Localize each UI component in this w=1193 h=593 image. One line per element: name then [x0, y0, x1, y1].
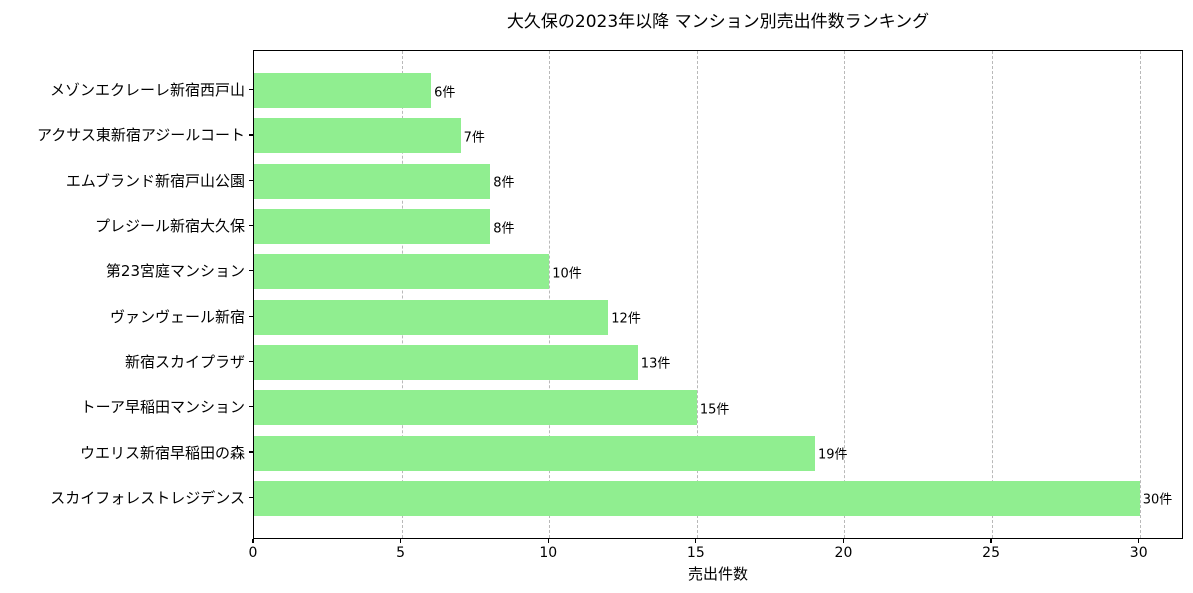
gridline	[1139, 51, 1141, 538]
bar	[254, 480, 1140, 516]
x-axis-tick-label: 20	[834, 545, 853, 561]
bar-value-label: 30件	[1142, 492, 1173, 508]
bar	[254, 73, 432, 109]
bar-value-label: 6件	[434, 85, 456, 101]
x-tick-mark	[547, 539, 549, 543]
bar	[254, 299, 609, 335]
y-axis-label: 第23宮庭マンション	[105, 262, 245, 281]
x-tick-mark	[842, 539, 845, 543]
y-axis-label: ウエリス新宿早稲田の森	[79, 443, 245, 462]
x-tick-mark	[1138, 539, 1140, 543]
y-axis-label: プレジール新宿大久保	[94, 217, 245, 236]
y-axis-label: メゾンエクレーレ新宿西戸山	[49, 81, 245, 100]
y-tick-mark	[249, 451, 253, 453]
bar	[254, 209, 491, 245]
gridline	[696, 51, 698, 538]
bar	[254, 435, 815, 471]
x-axis-tick-label: 10	[539, 545, 558, 561]
y-tick-mark	[249, 496, 253, 498]
bar	[254, 254, 550, 290]
gridline	[992, 51, 994, 538]
y-axis-label: トーア早稲田マンション	[80, 398, 245, 417]
y-axis-label: エムブランド新宿戸山公園	[65, 171, 245, 190]
x-axis-tick-label: 15	[686, 545, 705, 561]
gridline	[549, 51, 551, 538]
y-tick-mark	[249, 134, 253, 136]
x-axis-tick-label: 30	[1129, 545, 1148, 561]
bar	[254, 163, 491, 199]
x-tick-mark	[252, 539, 254, 543]
bar-value-label: 13件	[640, 356, 671, 372]
y-axis-label: 新宿スカイプラザ	[124, 352, 245, 371]
bar-value-label: 8件	[493, 221, 515, 237]
x-axis-title: 売出件数	[687, 565, 748, 583]
y-tick-mark	[249, 270, 253, 272]
y-tick-mark	[249, 406, 253, 408]
y-tick-mark	[249, 360, 253, 363]
bar	[254, 118, 461, 154]
y-tick-mark	[249, 179, 253, 181]
x-tick-mark	[990, 539, 992, 543]
x-axis-tick-label: 25	[982, 545, 1001, 561]
y-tick-mark	[249, 224, 253, 227]
bar-value-label: 10件	[552, 266, 582, 282]
bar	[254, 390, 697, 426]
gridline	[401, 51, 403, 538]
y-axis-label: アクサス東新宿アジールコート	[36, 126, 245, 145]
x-axis-tick-label: 0	[248, 545, 258, 561]
gridline	[844, 51, 846, 538]
chart-title: 大久保の2023年以降 マンション別売出件数ランキング	[506, 12, 930, 32]
x-axis-tick-label: 5	[396, 545, 406, 561]
bar	[254, 344, 638, 380]
plot-area: 6件 7件 8件 8件 10件 12件 13件 15件 19件 30件	[253, 50, 1183, 539]
bar-value-label: 19件	[817, 447, 848, 463]
y-axis-label: ヴァンヴェール新宿	[109, 307, 245, 326]
bar-value-label: 12件	[611, 311, 641, 327]
x-tick-mark	[400, 539, 402, 543]
y-tick-mark	[249, 89, 253, 91]
y-tick-mark	[249, 315, 253, 317]
bar-value-label: 7件	[463, 130, 485, 146]
bar-value-label: 15件	[699, 402, 730, 418]
y-axis-label: スカイフォレストレジデンス	[50, 488, 245, 507]
bar-value-label: 8件	[493, 175, 515, 191]
x-tick-mark	[695, 539, 697, 543]
